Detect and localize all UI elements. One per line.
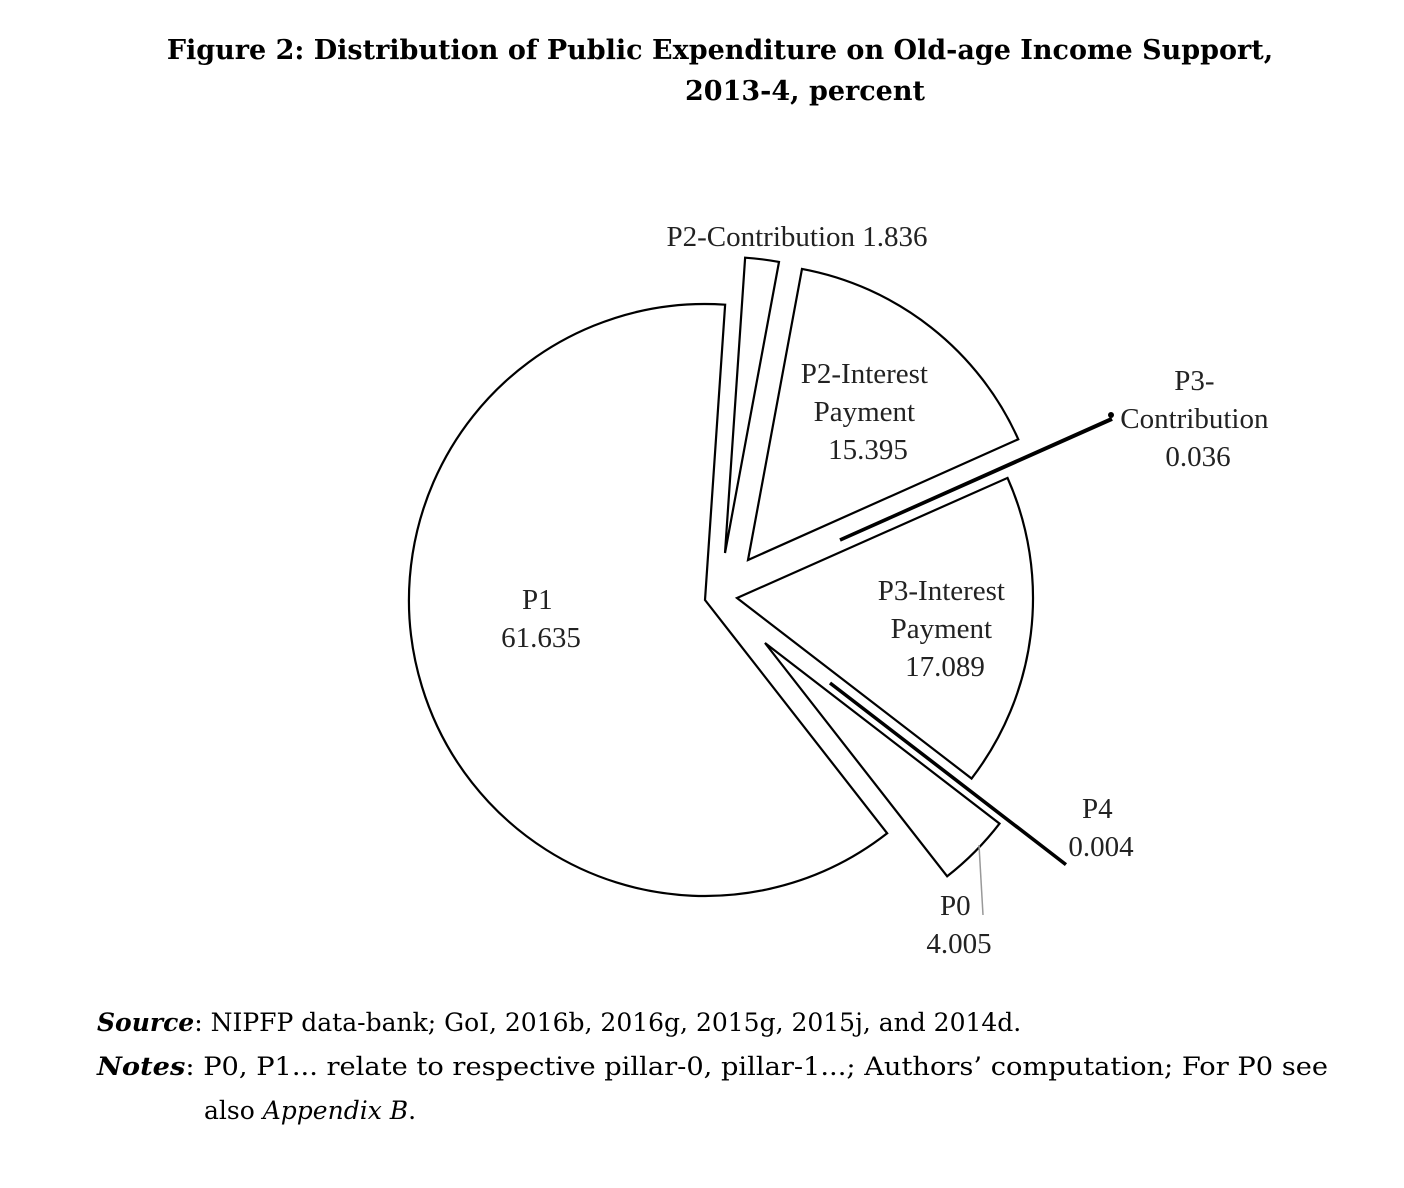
chart-title-line1: Figure 2: Distribution of Public Expendi… <box>167 35 1273 66</box>
label-p1: P1 61.635 <box>501 584 581 654</box>
pie-slice-p2-contribution <box>723 256 781 554</box>
label-p4: P4 0.004 <box>1068 793 1134 863</box>
notes-line2: also Appendix B. <box>204 1096 416 1125</box>
label-p0: P0 4.005 <box>926 890 991 960</box>
source-note: Source: NIPFP data-bank; GoI, 2016b, 201… <box>97 1008 1021 1037</box>
chart-title-line2: 2013-4, percent <box>685 76 925 107</box>
label-p3-contribution: P3- Contribution 0.036 <box>1120 365 1275 473</box>
pie-slice-p2-interest-payment <box>746 267 1020 562</box>
notes-line1: Notes: P0, P1... relate to respective pi… <box>96 1052 1328 1081</box>
pie-slice-p0 <box>764 642 1002 878</box>
pie-slice-p4 <box>828 681 1068 866</box>
pie-slice-p3-interest-payment <box>734 476 1035 781</box>
pie-slice-p3-contribution <box>839 416 1113 542</box>
label-p3-interest: P3-Interest Payment 17.089 <box>878 575 1013 683</box>
label-p2-interest: P2-Interest Payment 15.395 <box>801 358 936 466</box>
pie-slices <box>407 256 1113 898</box>
label-p2-contribution: P2-Contribution 1.836 <box>666 221 927 253</box>
leader-dot-p3-contribution <box>1108 412 1114 418</box>
pie-slice-p1 <box>407 302 889 898</box>
leader-line-p0 <box>978 844 984 916</box>
